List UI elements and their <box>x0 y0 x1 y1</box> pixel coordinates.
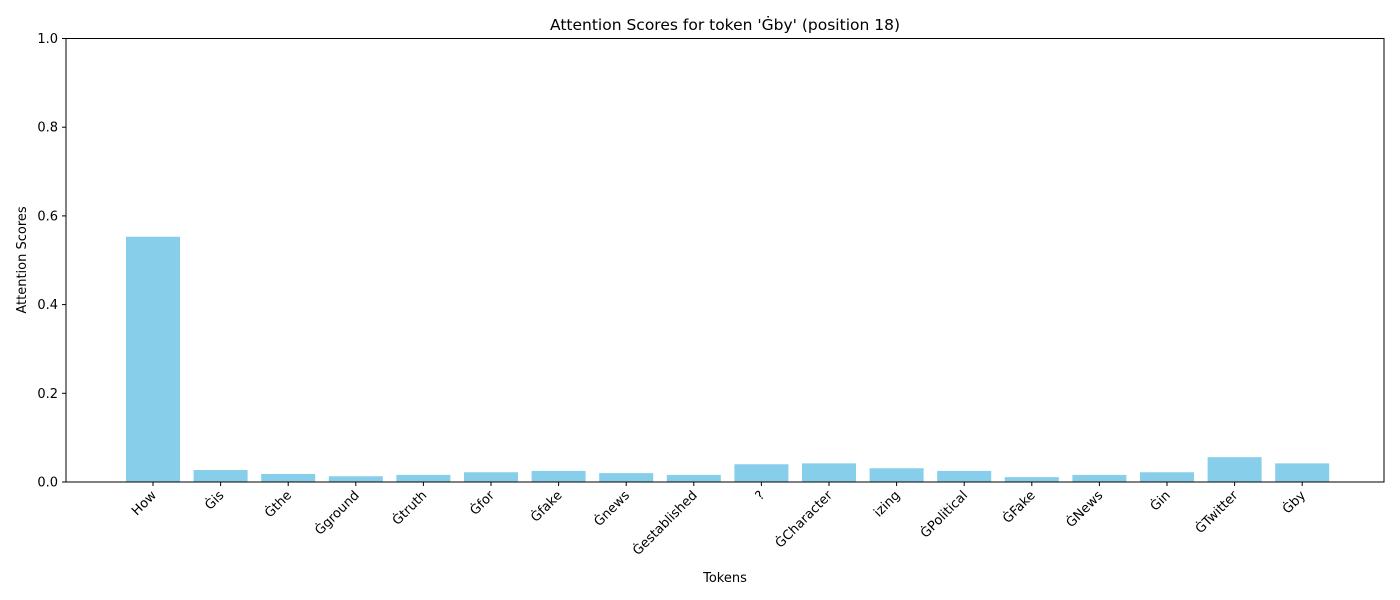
y-tick-label: 0.2 <box>37 387 58 402</box>
x-tick-label: ĠTwitter <box>1191 486 1241 536</box>
bar-14 <box>1072 474 1127 482</box>
bar-16 <box>1207 457 1262 482</box>
plot-frame <box>65 38 1385 483</box>
bar-13 <box>1004 477 1059 482</box>
x-tick-label: Ġground <box>311 487 363 539</box>
bar-3 <box>328 476 383 482</box>
x-axis-label: Tokens <box>702 571 747 586</box>
bar-11 <box>869 468 924 482</box>
x-tick-label: Ġby <box>1279 487 1310 518</box>
x-tick-label: ĠPolitical <box>917 487 971 541</box>
x-tick-label: Ġfor <box>466 486 498 518</box>
bar-4 <box>396 474 451 482</box>
bar-2 <box>261 474 316 482</box>
y-tick-label: 0.4 <box>37 298 58 313</box>
bar-6 <box>531 470 586 482</box>
y-tick-label: 1.0 <box>37 32 58 47</box>
bars-group <box>126 236 1330 482</box>
bar-12 <box>937 470 992 482</box>
x-axis: How Ġis Ġthe Ġground Ġtruth Ġfor Ġfake ĠnewsĠes… <box>129 482 1309 559</box>
x-tick-label: Ġnews <box>590 487 633 530</box>
y-axis: 0.0 0.2 0.4 0.6 0.8 1.0 <box>37 32 66 491</box>
chart-title: Attention Scores for token 'Ġby' (positi… <box>550 15 900 34</box>
y-tick-label: 0.0 <box>37 476 58 491</box>
x-tick-label: izing <box>871 488 903 520</box>
x-tick-label: Ġthe <box>261 487 295 521</box>
bar-1 <box>193 470 248 482</box>
x-tick-label: Ġtruth <box>388 487 430 529</box>
x-tick-label: ĠFake <box>999 487 1039 527</box>
bar-17 <box>1275 463 1330 482</box>
x-tick-label: Ġis <box>201 487 228 514</box>
bar-0 <box>126 236 180 482</box>
y-tick-label: 0.6 <box>37 209 58 224</box>
y-axis-label: Attention Scores <box>15 206 30 314</box>
x-tick-label: ? <box>753 488 768 503</box>
bar-15 <box>1140 472 1194 482</box>
bar-10 <box>802 463 856 482</box>
x-tick-label: Ġfake <box>527 487 566 526</box>
bar-8 <box>666 474 721 482</box>
x-tick-label: How <box>129 488 160 519</box>
bar-7 <box>599 473 654 482</box>
x-tick-label: Ġin <box>1146 487 1174 515</box>
x-tick-label: ĠNews <box>1062 487 1106 531</box>
x-tick-label: Ġestablished <box>629 487 701 559</box>
y-tick-label: 0.8 <box>37 121 58 136</box>
x-tick-label: ĠCharacter <box>771 486 836 551</box>
bar-5 <box>464 472 518 482</box>
bar-9 <box>734 464 789 482</box>
